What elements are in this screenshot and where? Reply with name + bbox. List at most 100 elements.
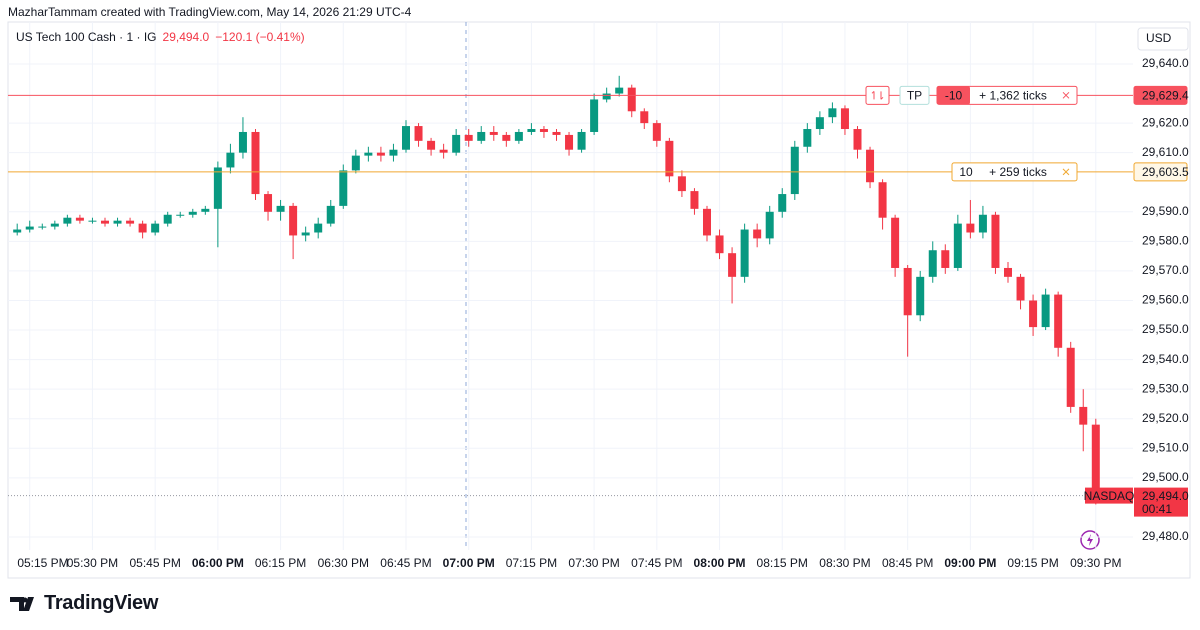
x-tick-label: 08:00 PM [694, 556, 746, 570]
candle-body [176, 214, 185, 216]
candle-body [75, 217, 84, 221]
brand: TradingView [44, 592, 159, 614]
candle-body [439, 149, 448, 153]
candle-body [138, 223, 147, 233]
candle-body [765, 211, 774, 239]
order-price-box [1133, 162, 1188, 182]
candle-body [452, 134, 461, 153]
candle-body [63, 217, 72, 224]
x-tick-label: 07:45 PM [631, 556, 682, 570]
candle-body [640, 111, 649, 124]
candle-body [238, 131, 247, 153]
candle-body [840, 108, 849, 130]
candle-body [728, 253, 737, 277]
candle-body [38, 226, 47, 228]
candle-body [690, 191, 699, 209]
currency-box[interactable] [1137, 27, 1189, 51]
candle-body [276, 205, 285, 212]
order-close [1062, 91, 1070, 99]
y-tick-label: 29,510.0 [1142, 440, 1189, 454]
x-tick-label: 07:00 PM [443, 556, 495, 570]
candle-body [514, 131, 523, 141]
candle-body [815, 117, 824, 130]
symbol-legend: US Tech 100 Cash · 1 · IG 29,494.0 −120.… [16, 30, 305, 44]
candle-body [627, 87, 636, 112]
candle-body [928, 250, 937, 277]
candle-body [13, 229, 22, 233]
candle-body [364, 152, 373, 156]
candle-body [502, 134, 511, 141]
candle-body [188, 211, 197, 215]
candle-body [289, 205, 298, 236]
candle-body [50, 223, 59, 227]
y-tick-label: 29,520.0 [1142, 411, 1189, 425]
order-price-box [1133, 85, 1188, 105]
candle-body [1066, 347, 1075, 407]
candle-body [264, 194, 273, 212]
last-price-box [1134, 487, 1188, 517]
candle-body [151, 223, 160, 233]
y-tick-label: 29,570.0 [1142, 263, 1189, 277]
candle-body [866, 149, 875, 183]
candle-body [113, 220, 122, 224]
candle-body [427, 140, 436, 150]
candle-body [778, 194, 787, 212]
alert-icon[interactable] [1080, 530, 1100, 550]
candle-body [615, 87, 624, 94]
candle-body [226, 152, 235, 168]
candle-body [100, 220, 109, 224]
countdown: 00:41 [1142, 502, 1172, 516]
candle-body [828, 108, 837, 118]
order-qty: -10 [945, 88, 963, 102]
candle-body [163, 214, 172, 224]
x-tick-label: 06:00 PM [192, 556, 244, 570]
y-tick-label: 29,590.0 [1142, 204, 1189, 218]
y-tick-label: 29,530.0 [1142, 381, 1189, 395]
candle-body [477, 131, 486, 141]
order-tag-box [899, 85, 930, 105]
credit: MazharTammam created with TradingView.co… [8, 5, 412, 19]
candle-body [941, 250, 950, 268]
x-tick-label: 07:30 PM [568, 556, 619, 570]
y-tick-label: 29,560.0 [1142, 293, 1189, 307]
candle-body [903, 267, 912, 316]
candle-body [314, 223, 323, 233]
candle-body [1041, 294, 1050, 328]
x-tick-label: 09:30 PM [1070, 556, 1121, 570]
candle-body [740, 229, 749, 277]
candle-body [565, 134, 574, 150]
candle-body [376, 152, 385, 156]
x-tick-label: 09:00 PM [944, 556, 996, 570]
order-price-label: 29,629.4 [1142, 88, 1189, 102]
candle-body [1091, 424, 1100, 496]
change: −120.1 (−0.41%) [215, 30, 305, 44]
x-tick-label: 09:15 PM [1007, 556, 1058, 570]
x-tick-label: 06:45 PM [380, 556, 431, 570]
candle-body [464, 134, 473, 141]
symbol: US Tech 100 Cash · 1 · IG [16, 30, 157, 44]
y-tick-label: 29,610.0 [1142, 145, 1189, 159]
candle-body [1029, 300, 1038, 328]
candle-body [301, 232, 310, 236]
candle-body [1004, 267, 1012, 277]
candle-body [953, 223, 962, 268]
candle-body [978, 214, 987, 233]
candle-body [891, 217, 900, 268]
y-tick-label: 29,480.0 [1142, 529, 1189, 543]
y-tick-label: 29,580.0 [1142, 234, 1189, 248]
exchange-label: NASDAQ [1084, 489, 1135, 503]
order-tag: TP [907, 88, 922, 102]
last-price-label: 29,494.0 [1142, 489, 1189, 503]
order-qty: 10 [959, 165, 973, 179]
candle-body [966, 223, 975, 233]
candle-body [1079, 406, 1088, 425]
candle-body [991, 214, 1000, 268]
order-icon [871, 90, 884, 100]
candle-body [351, 155, 360, 171]
candle-body [389, 149, 398, 156]
order-box [951, 162, 1078, 182]
x-tick-label: 06:30 PM [318, 556, 369, 570]
x-tick-label: 07:15 PM [506, 556, 557, 570]
candle-body [803, 129, 812, 147]
